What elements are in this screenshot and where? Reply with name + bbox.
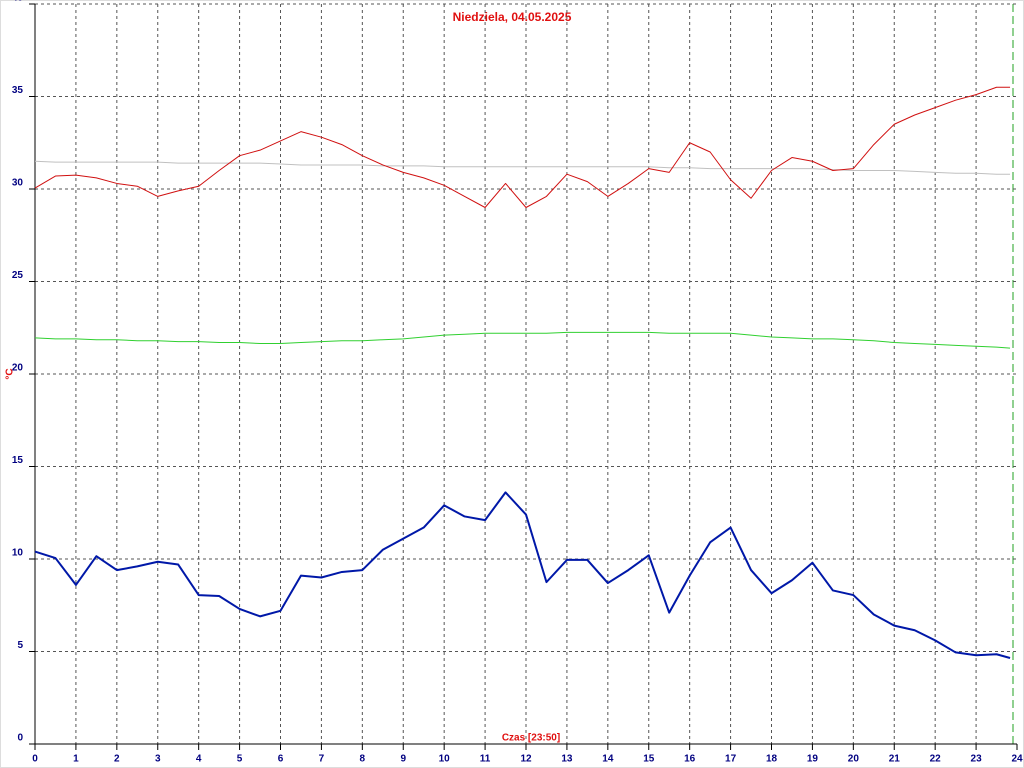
x-tick-label: 13 (561, 754, 573, 765)
y-tick-label: 10 (12, 548, 24, 559)
x-tick-label: 14 (602, 754, 614, 765)
chart-title: Niedziela, 04.05.2025 (453, 10, 572, 24)
x-tick-label: 5 (237, 754, 243, 765)
y-tick-label: 0 (17, 733, 23, 744)
x-tick-label: 23 (971, 754, 983, 765)
x-tick-label: 4 (196, 754, 202, 765)
x-tick-label: 17 (725, 754, 737, 765)
x-tick-label: 21 (889, 754, 901, 765)
x-tick-label: 11 (480, 754, 491, 765)
y-tick-label: 40 (12, 0, 24, 4)
x-tick-label: 10 (439, 754, 451, 765)
x-tick-label: 22 (930, 754, 942, 765)
x-tick-label: 1 (73, 754, 79, 765)
y-tick-label: 5 (17, 640, 23, 651)
x-axis-label: Czas [23:50] (502, 733, 560, 744)
y-tick-label: 30 (12, 178, 24, 189)
x-tick-label: 8 (360, 754, 366, 765)
y-tick-label: 20 (12, 363, 24, 374)
x-tick-label: 7 (319, 754, 325, 765)
x-tick-label: 0 (32, 754, 38, 765)
x-tick-label: 12 (520, 754, 532, 765)
y-tick-label: 35 (12, 85, 24, 96)
x-tick-label: 16 (684, 754, 696, 765)
x-tick-label: 19 (807, 754, 819, 765)
x-tick-label: 24 (1011, 754, 1023, 765)
data-line (34, 160, 1011, 175)
y-tick-label: 25 (12, 270, 24, 281)
x-tick-label: 20 (848, 754, 860, 765)
x-tick-label: 3 (155, 754, 161, 765)
data-line (34, 86, 1011, 208)
y-tick-label: 15 (12, 455, 24, 466)
x-tick-label: 18 (766, 754, 778, 765)
data-line (34, 331, 1011, 349)
x-tick-label: 2 (114, 754, 120, 765)
x-tick-label: 15 (643, 754, 655, 765)
y-axis-label: °C (5, 368, 16, 379)
x-tick-label: 6 (278, 754, 284, 765)
data-line (34, 491, 1011, 659)
x-tick-label: 9 (400, 754, 406, 765)
